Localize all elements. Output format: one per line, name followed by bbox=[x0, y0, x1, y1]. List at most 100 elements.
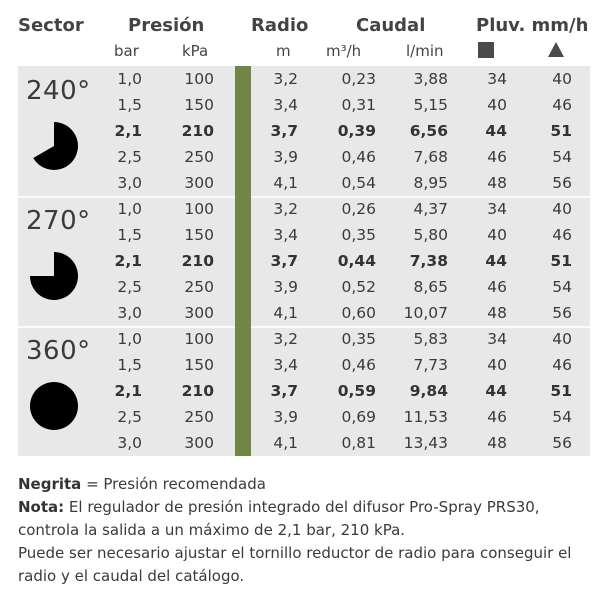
cell-lmin: 8,95 bbox=[413, 174, 448, 192]
block-divider bbox=[18, 196, 590, 198]
cell-tri: 40 bbox=[552, 330, 572, 348]
cell-kpa: 210 bbox=[181, 382, 214, 400]
cell-lmin: 5,80 bbox=[413, 226, 448, 244]
cell-sq: 44 bbox=[485, 252, 507, 270]
pie-270-icon bbox=[30, 252, 78, 300]
cell-m: 3,9 bbox=[273, 278, 298, 296]
cell-bar: 1,0 bbox=[117, 330, 142, 348]
cell-m3h: 0,44 bbox=[337, 252, 376, 270]
cell-sq: 40 bbox=[487, 226, 507, 244]
cell-lmin: 7,68 bbox=[413, 148, 448, 166]
cell-bar: 2,1 bbox=[114, 122, 142, 140]
cell-lmin: 3,88 bbox=[413, 70, 448, 88]
cell-lmin: 4,37 bbox=[413, 200, 448, 218]
cell-tri: 54 bbox=[552, 278, 572, 296]
cell-bar: 3,0 bbox=[117, 304, 142, 322]
table-row: 1,5 150 3,4 0,31 5,15 40 46 bbox=[18, 92, 590, 118]
cell-lmin: 13,43 bbox=[403, 434, 448, 452]
cell-bar: 2,5 bbox=[117, 148, 142, 166]
cell-tri: 46 bbox=[552, 96, 572, 114]
cell-kpa: 300 bbox=[184, 174, 214, 192]
radio-header: Radio bbox=[251, 15, 309, 36]
table-row: 2,1 210 3,7 0,39 6,56 44 51 bbox=[18, 118, 590, 144]
cell-kpa: 300 bbox=[184, 434, 214, 452]
bar-unit: bar bbox=[114, 42, 139, 60]
cell-sq: 46 bbox=[487, 278, 507, 296]
cell-kpa: 150 bbox=[184, 226, 214, 244]
cell-kpa: 250 bbox=[184, 148, 214, 166]
cell-sq: 48 bbox=[487, 304, 507, 322]
cell-sq: 44 bbox=[485, 382, 507, 400]
cell-lmin: 10,07 bbox=[403, 304, 448, 322]
m-unit: m bbox=[276, 42, 291, 60]
cell-lmin: 5,15 bbox=[413, 96, 448, 114]
presion-header: Presión bbox=[128, 15, 205, 36]
cell-m3h: 0,46 bbox=[341, 356, 376, 374]
cell-m: 3,9 bbox=[273, 408, 298, 426]
sector-angle-label: 240° bbox=[26, 76, 91, 106]
cell-tri: 56 bbox=[552, 174, 572, 192]
note-negrita: Negrita = Presión recomendada bbox=[18, 473, 593, 496]
cell-kpa: 210 bbox=[181, 122, 214, 140]
cell-tri: 56 bbox=[552, 434, 572, 452]
sector-block: 360° 1,0 100 3,2 0,35 5,83 34 40 1,5 150 3,4 0,46 7,… bbox=[18, 326, 590, 456]
cell-m3h: 0,81 bbox=[341, 434, 376, 452]
triangle-icon bbox=[548, 42, 564, 57]
cell-m3h: 0,60 bbox=[341, 304, 376, 322]
cell-m: 4,1 bbox=[273, 174, 298, 192]
table-row: 2,1 210 3,7 0,44 7,38 44 51 bbox=[18, 248, 590, 274]
sector-angle-label: 360° bbox=[26, 336, 91, 366]
color-band bbox=[235, 66, 251, 196]
cell-m3h: 0,39 bbox=[337, 122, 376, 140]
cell-m3h: 0,35 bbox=[341, 330, 376, 348]
cell-m3h: 0,31 bbox=[341, 96, 376, 114]
note-nota: Nota: El regulador de presión integrado … bbox=[18, 496, 593, 542]
table-row: 2,1 210 3,7 0,59 9,84 44 51 bbox=[18, 378, 590, 404]
cell-bar: 1,5 bbox=[117, 96, 142, 114]
cell-sq: 34 bbox=[487, 330, 507, 348]
cell-tri: 40 bbox=[552, 70, 572, 88]
cell-kpa: 150 bbox=[184, 96, 214, 114]
sector-block: 270° 1,0 100 3,2 0,26 4,37 34 40 1,5 150 3,4 0,35 5,… bbox=[18, 196, 590, 326]
cell-sq: 34 bbox=[487, 200, 507, 218]
cell-lmin: 8,65 bbox=[413, 278, 448, 296]
cell-m: 3,7 bbox=[270, 252, 298, 270]
table-row: 2,5 250 3,9 0,46 7,68 46 54 bbox=[18, 144, 590, 170]
cell-lmin: 11,53 bbox=[403, 408, 448, 426]
cell-kpa: 210 bbox=[181, 252, 214, 270]
cell-sq: 48 bbox=[487, 174, 507, 192]
cell-tri: 51 bbox=[550, 122, 572, 140]
cell-m: 3,9 bbox=[273, 148, 298, 166]
table-row: 1,0 100 3,2 0,35 5,83 34 40 bbox=[18, 326, 590, 352]
cell-tri: 54 bbox=[552, 148, 572, 166]
table-row: 3,0 300 4,1 0,81 13,43 48 56 bbox=[18, 430, 590, 456]
cell-m: 4,1 bbox=[273, 304, 298, 322]
caudal-header: Caudal bbox=[356, 15, 426, 36]
cell-kpa: 100 bbox=[184, 330, 214, 348]
cell-tri: 51 bbox=[550, 382, 572, 400]
cell-m: 3,4 bbox=[273, 356, 298, 374]
sector-angle-label: 270° bbox=[26, 206, 91, 236]
circle-360-icon bbox=[30, 382, 78, 430]
cell-bar: 3,0 bbox=[117, 174, 142, 192]
cell-lmin: 6,56 bbox=[409, 122, 448, 140]
cell-m: 3,4 bbox=[273, 226, 298, 244]
cell-m: 3,7 bbox=[270, 122, 298, 140]
table-row: 1,5 150 3,4 0,46 7,73 40 46 bbox=[18, 352, 590, 378]
table-header: Sector Presión Radio Caudal Pluv. mm/h b… bbox=[0, 0, 607, 64]
cell-sq: 48 bbox=[487, 434, 507, 452]
cell-tri: 46 bbox=[552, 226, 572, 244]
cell-kpa: 100 bbox=[184, 200, 214, 218]
cell-tri: 54 bbox=[552, 408, 572, 426]
sector-header: Sector bbox=[18, 15, 84, 36]
cell-lmin: 7,38 bbox=[409, 252, 448, 270]
color-band bbox=[235, 326, 251, 456]
cell-lmin: 7,73 bbox=[413, 356, 448, 374]
cell-lmin: 5,83 bbox=[413, 330, 448, 348]
cell-m: 3,7 bbox=[270, 382, 298, 400]
cell-m3h: 0,59 bbox=[337, 382, 376, 400]
cell-m3h: 0,69 bbox=[341, 408, 376, 426]
cell-bar: 3,0 bbox=[117, 434, 142, 452]
cell-kpa: 250 bbox=[184, 278, 214, 296]
cell-sq: 40 bbox=[487, 96, 507, 114]
